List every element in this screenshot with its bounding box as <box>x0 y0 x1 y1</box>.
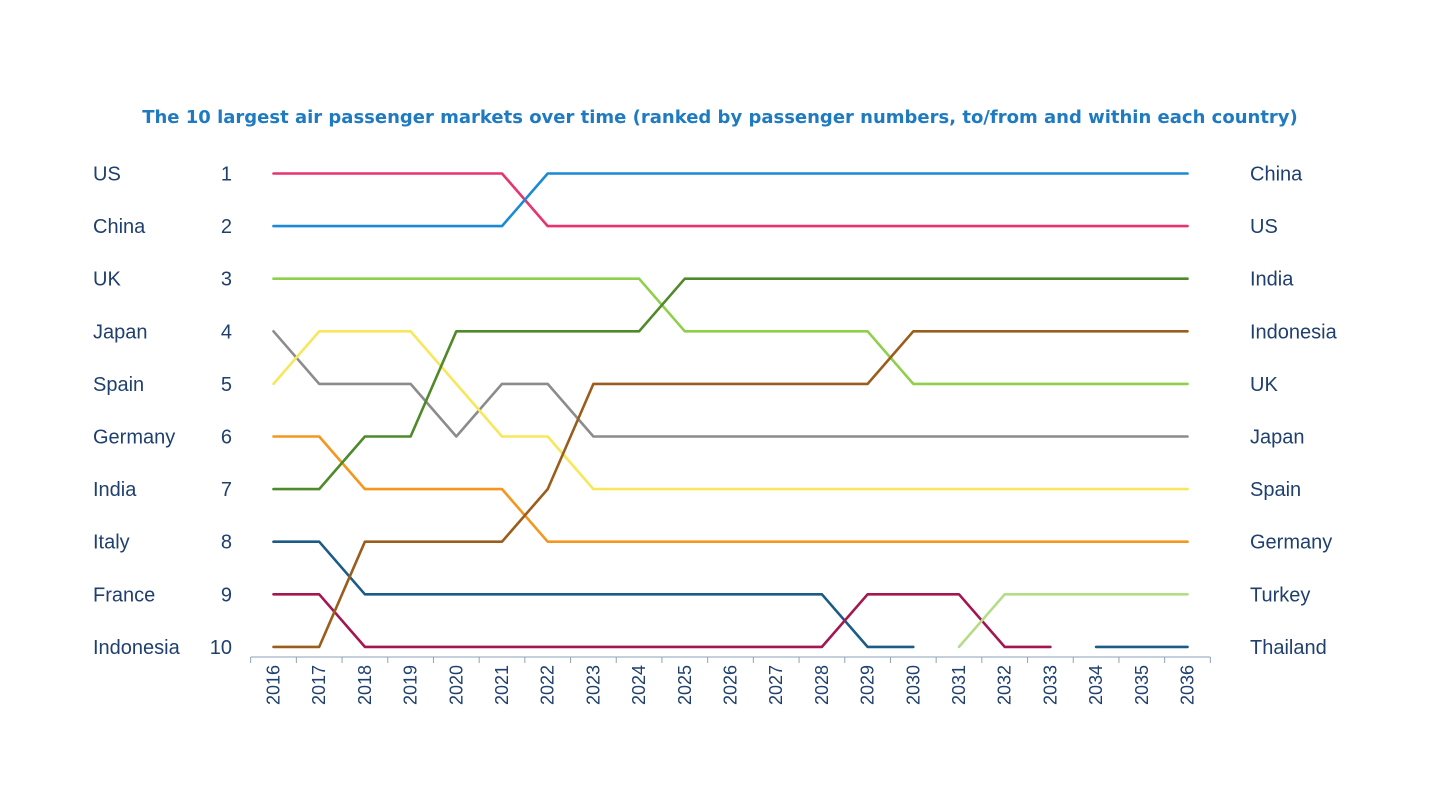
left-label-germany: Germany <box>93 427 175 449</box>
series-line-uk <box>272 277 1189 386</box>
right-label-turkey: Turkey <box>1250 584 1310 606</box>
rank-label-3: 3 <box>221 269 232 291</box>
right-label-thailand: Thailand <box>1250 637 1327 659</box>
x-tick-label-2036: 2036 <box>1178 665 1198 705</box>
right-label-uk: UK <box>1250 374 1278 396</box>
rank-label-2: 2 <box>221 216 232 238</box>
x-tick-label-2035: 2035 <box>1132 665 1152 705</box>
series-line-france <box>272 592 1052 649</box>
left-label-uk: UK <box>93 269 121 291</box>
rank-label-5: 5 <box>221 374 232 396</box>
left-label-spain: Spain <box>93 374 144 396</box>
x-tick-label-2017: 2017 <box>309 665 329 705</box>
x-tick-label-2031: 2031 <box>949 665 969 705</box>
series-line-india <box>272 277 1189 491</box>
right-label-india: India <box>1250 269 1294 291</box>
x-tick-label-2023: 2023 <box>583 665 603 705</box>
rank-label-6: 6 <box>221 427 232 449</box>
rank-label-7: 7 <box>221 479 232 501</box>
x-tick-label-2026: 2026 <box>721 665 741 705</box>
rank-label-4: 4 <box>221 321 232 343</box>
right-label-germany: Germany <box>1250 532 1332 554</box>
x-tick-label-2025: 2025 <box>675 665 695 705</box>
right-label-spain: Spain <box>1250 479 1301 501</box>
series-line-italy <box>272 540 915 649</box>
x-axis: 2016 2017 2018 2019 2020 2021 2022 2023 2024 2025… <box>250 656 1211 705</box>
series-line-spain <box>272 329 1189 491</box>
series-spain <box>272 329 1189 491</box>
x-tick-label-2029: 2029 <box>858 665 878 705</box>
left-labels: US China UK Japan Spain Germany India Italy Fran… <box>93 164 181 659</box>
x-tick-label-2020: 2020 <box>446 665 466 705</box>
series-italy <box>272 540 915 649</box>
rank-label-1: 1 <box>221 164 232 186</box>
chart-title: The 10 largest air passenger markets ove… <box>142 107 1298 128</box>
series-india <box>272 277 1189 491</box>
series-line-germany <box>272 435 1189 544</box>
left-label-japan: Japan <box>93 321 148 343</box>
x-tick-label-2030: 2030 <box>903 665 923 705</box>
series-germany <box>272 435 1189 544</box>
x-tick-label-2028: 2028 <box>812 665 832 705</box>
left-label-us: US <box>93 164 121 186</box>
series-indonesia <box>272 329 1189 649</box>
x-tick-label-2033: 2033 <box>1040 665 1060 705</box>
left-label-china: China <box>93 216 146 238</box>
right-label-indonesia: Indonesia <box>1250 321 1338 343</box>
x-tick-label-2034: 2034 <box>1086 665 1106 705</box>
right-label-china: China <box>1250 164 1303 186</box>
series-line-indonesia <box>272 329 1189 649</box>
series-china <box>272 172 1189 228</box>
x-tick-label-2018: 2018 <box>355 665 375 705</box>
rank-label-9: 9 <box>221 584 232 606</box>
right-label-japan: Japan <box>1250 427 1305 449</box>
series-france <box>272 592 1052 649</box>
x-tick-label-2027: 2027 <box>766 665 786 705</box>
series-line-china <box>272 172 1189 228</box>
left-label-india: India <box>93 479 137 501</box>
series-us <box>272 172 1189 228</box>
series-uk <box>272 277 1189 386</box>
series-turkey <box>957 592 1189 649</box>
rank-label-8: 8 <box>221 532 232 554</box>
left-label-indonesia: Indonesia <box>93 637 181 659</box>
x-tick-label-2021: 2021 <box>492 665 512 705</box>
rank-labels: 1 2 3 4 5 6 7 8 9 10 <box>210 164 232 659</box>
x-tick-label-2016: 2016 <box>264 665 284 705</box>
series-line-us <box>272 172 1189 228</box>
left-label-italy: Italy <box>93 532 130 554</box>
x-tick-label-2022: 2022 <box>538 665 558 705</box>
series-lines <box>272 172 1189 649</box>
right-labels: China US India Indonesia UK Japan Spain Germany… <box>1250 164 1338 659</box>
x-tick-label-2024: 2024 <box>629 665 649 705</box>
right-label-us: US <box>1250 216 1278 238</box>
x-tick-label-2032: 2032 <box>995 665 1015 705</box>
rank-label-10: 10 <box>210 637 232 659</box>
series-line-turkey <box>957 592 1189 649</box>
left-label-france: France <box>93 584 155 606</box>
x-tick-label-2019: 2019 <box>401 665 421 705</box>
